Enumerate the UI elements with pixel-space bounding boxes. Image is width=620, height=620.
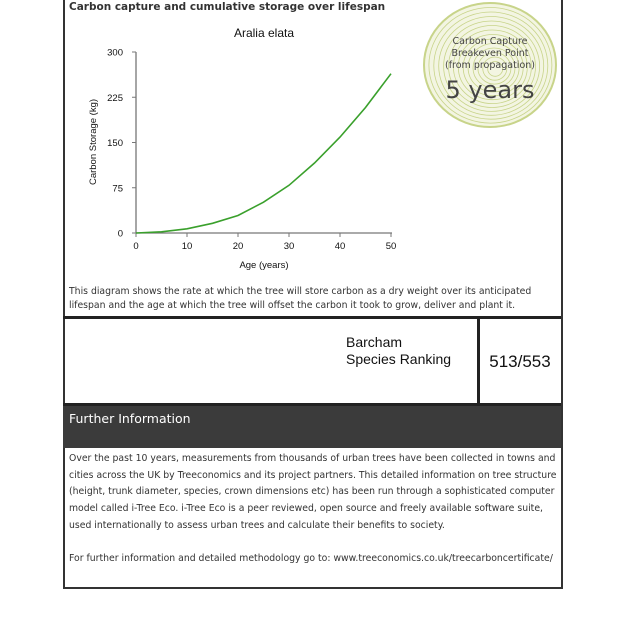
badge-value: 5 years	[445, 76, 535, 104]
y-tick-label: 225	[107, 93, 123, 104]
x-tick-label: 10	[182, 241, 193, 252]
chart-description: This diagram shows the rate at which the…	[69, 286, 532, 311]
divider	[63, 316, 561, 319]
y-tick-label: 75	[112, 183, 123, 194]
x-tick-label: 40	[335, 241, 346, 252]
x-tick-label: 30	[284, 241, 295, 252]
tree-ring	[482, 56, 508, 81]
y-tick-label: 150	[107, 138, 123, 149]
info-link-paragraph: For further information and detailed met…	[69, 552, 553, 564]
section-title: Carbon capture and cumulative storage ov…	[69, 1, 386, 13]
tree-ring	[423, 2, 557, 128]
y-tick-label: 300	[107, 48, 123, 59]
x-tick-label: 0	[133, 241, 138, 252]
further-info-body: Over the past 10 years, measurements fro…	[69, 451, 559, 583]
ranking-value: 513/553	[489, 352, 551, 371]
tree-rings-icon	[423, 2, 557, 128]
x-tick-label: 20	[233, 241, 244, 252]
info-paragraph: Over the past 10 years, measurements fro…	[69, 453, 557, 531]
series-line	[135, 73, 392, 234]
tree-ring	[443, 20, 540, 112]
further-info-header: Further Information	[63, 406, 561, 448]
breakeven-badge: Carbon Capture Breakeven Point (from propa…	[423, 2, 557, 128]
ranking-label: Barcham Species Ranking	[346, 334, 451, 368]
ranking-label-line2: Species Ranking	[346, 351, 452, 367]
badge-line2: Breakeven Point	[451, 48, 529, 59]
tree-ring	[457, 34, 528, 101]
tree-ring	[487, 61, 504, 77]
y-axis-label: Carbon Storage (kg)	[88, 99, 99, 185]
x-tick-label: 50	[386, 241, 397, 252]
further-info-heading: Further Information	[69, 411, 191, 426]
tree-ring	[448, 25, 536, 108]
divider	[477, 318, 480, 406]
tree-ring	[467, 43, 520, 93]
badge-line3: (from propagation)	[445, 60, 535, 71]
ranking-label-line1: Barcham	[346, 334, 403, 350]
carbon-storage-chart: Aralia elata Carbon Storage (kg) Age (ye…	[88, 26, 397, 271]
badge-line1: Carbon Capture	[452, 36, 528, 47]
tree-ring	[453, 29, 532, 105]
tree-ring	[433, 11, 549, 120]
tree-ring	[438, 16, 545, 116]
certificate-frame	[63, 0, 563, 589]
tree-ring	[477, 52, 512, 85]
tree-ring	[462, 38, 524, 97]
y-tick-label: 0	[118, 229, 123, 240]
x-axis-label: Age (years)	[239, 260, 288, 271]
divider	[63, 403, 561, 406]
tree-ring	[428, 7, 553, 124]
tree-ring	[472, 47, 516, 89]
chart-title: Aralia elata	[234, 26, 294, 40]
